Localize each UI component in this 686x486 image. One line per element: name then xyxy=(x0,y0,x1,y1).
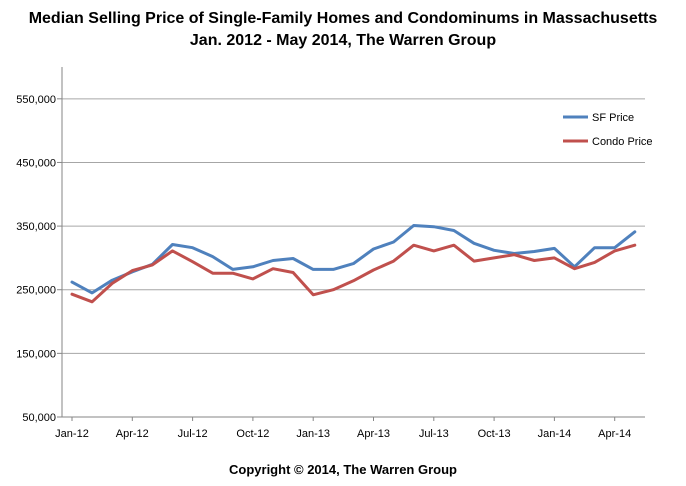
data-point-condo-price xyxy=(292,271,295,274)
y-tick-label: 550,000 xyxy=(16,94,56,106)
data-point-condo-price xyxy=(231,272,234,275)
chart-title: Median Selling Price of Single-Family Ho… xyxy=(28,10,658,27)
data-point-sf-price xyxy=(432,225,435,228)
data-point-sf-price xyxy=(171,243,174,246)
data-point-sf-price xyxy=(312,268,315,271)
series-line-condo-price xyxy=(70,243,637,304)
data-point-sf-price xyxy=(251,265,254,268)
data-point-condo-price xyxy=(312,293,315,296)
data-point-condo-price xyxy=(91,300,94,303)
x-tick-label: Jan-13 xyxy=(296,428,330,440)
data-point-condo-price xyxy=(131,269,134,272)
data-point-sf-price xyxy=(352,262,355,265)
data-point-sf-price xyxy=(452,229,455,232)
chart-subtitle: Jan. 2012 - May 2014, The Warren Group xyxy=(189,32,497,49)
data-point-condo-price xyxy=(392,260,395,263)
data-point-condo-price xyxy=(171,249,174,252)
data-point-sf-price xyxy=(71,281,74,284)
data-point-condo-price xyxy=(473,260,476,263)
data-point-condo-price xyxy=(372,269,375,272)
data-point-condo-price xyxy=(151,263,154,266)
data-point-condo-price xyxy=(432,249,435,252)
legend-label-sf-price: SF Price xyxy=(592,112,634,124)
data-point-condo-price xyxy=(251,277,254,280)
x-tick-label: Apr-12 xyxy=(116,428,149,440)
data-point-sf-price xyxy=(292,257,295,260)
data-point-sf-price xyxy=(231,268,234,271)
chart-title-block: Median Selling Price of Single-Family Ho… xyxy=(0,8,686,52)
x-tick-label: Jul-13 xyxy=(419,428,449,440)
copyright-footer: Copyright © 2014, The Warren Group xyxy=(229,462,457,477)
y-tick-label: 250,000 xyxy=(16,285,56,297)
data-point-condo-price xyxy=(111,282,114,285)
x-tick-label: Apr-13 xyxy=(357,428,390,440)
data-point-sf-price xyxy=(372,248,375,251)
data-point-sf-price xyxy=(191,246,194,249)
data-point-condo-price xyxy=(633,244,636,247)
data-point-condo-price xyxy=(493,256,496,259)
data-point-condo-price xyxy=(211,272,214,275)
y-tick-label: 350,000 xyxy=(16,221,56,233)
data-point-condo-price xyxy=(452,244,455,247)
data-point-sf-price xyxy=(533,250,536,253)
data-point-condo-price xyxy=(272,267,275,270)
x-tick-label: Apr-14 xyxy=(598,428,631,440)
data-point-condo-price xyxy=(332,288,335,291)
series-lines xyxy=(70,224,637,304)
x-tick-label: Oct-12 xyxy=(236,428,269,440)
data-point-sf-price xyxy=(332,268,335,271)
data-point-condo-price xyxy=(593,261,596,264)
data-point-sf-price xyxy=(593,246,596,249)
data-point-sf-price xyxy=(91,291,94,294)
data-point-sf-price xyxy=(613,246,616,249)
data-point-sf-price xyxy=(392,241,395,244)
data-point-sf-price xyxy=(633,230,636,233)
x-tick-label: Jan-14 xyxy=(538,428,572,440)
data-point-sf-price xyxy=(493,249,496,252)
data-point-condo-price xyxy=(191,260,194,263)
data-point-sf-price xyxy=(473,242,476,245)
data-point-condo-price xyxy=(573,267,576,270)
axes: 50,000 150,000 250,000 350,000 450,000 550,00… xyxy=(16,67,645,440)
legend: SF Price Condo Price xyxy=(563,112,653,148)
y-tick-label: 150,000 xyxy=(16,348,56,360)
data-point-condo-price xyxy=(352,279,355,282)
data-point-sf-price xyxy=(553,247,556,250)
gridlines xyxy=(62,98,645,354)
data-point-condo-price xyxy=(553,256,556,259)
x-tick-label: Jul-12 xyxy=(178,428,208,440)
data-point-sf-price xyxy=(272,259,275,262)
y-tick-label: 50,000 xyxy=(22,412,56,424)
data-point-sf-price xyxy=(211,255,214,258)
data-point-condo-price xyxy=(613,249,616,252)
x-tick-label: Jan-12 xyxy=(55,428,89,440)
data-point-condo-price xyxy=(513,253,516,256)
x-tick-label: Oct-13 xyxy=(478,428,511,440)
data-point-condo-price xyxy=(533,259,536,262)
legend-label-condo-price: Condo Price xyxy=(592,136,653,148)
data-point-sf-price xyxy=(412,224,415,227)
series-line-sf-price xyxy=(70,224,637,295)
y-tick-label: 450,000 xyxy=(16,157,56,169)
data-point-condo-price xyxy=(71,293,74,296)
data-point-condo-price xyxy=(412,244,415,247)
